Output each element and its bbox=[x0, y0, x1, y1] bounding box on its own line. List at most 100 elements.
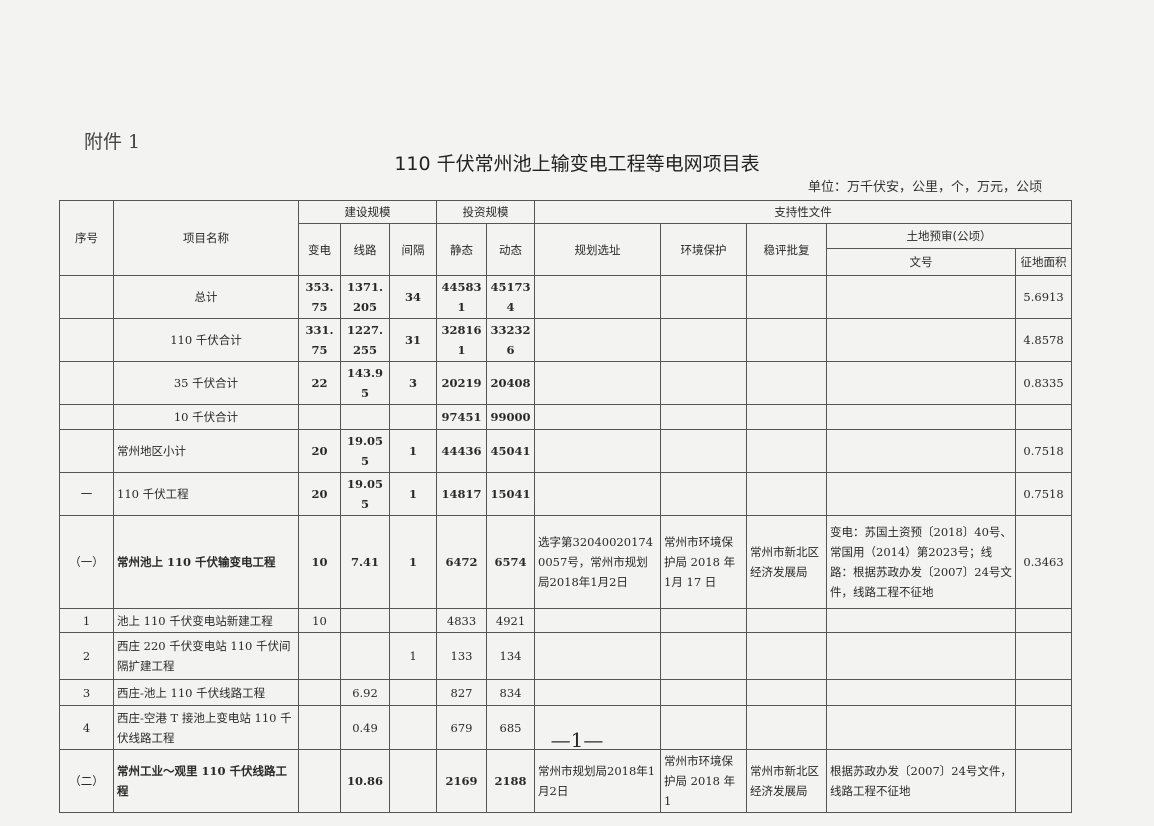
cell-static: 44436 bbox=[436, 429, 488, 473]
cell-line: 0.49 bbox=[340, 705, 390, 750]
cell-static: 445831 bbox=[436, 275, 488, 319]
header-support-docs: 支持性文件 bbox=[534, 200, 1073, 224]
cell-static: 2169 bbox=[436, 749, 488, 813]
cell-environment bbox=[660, 404, 748, 430]
cell-seq bbox=[59, 361, 114, 405]
cell-static: 827 bbox=[436, 679, 488, 706]
page-number: —1— bbox=[550, 728, 604, 752]
cell-line: 10.86 bbox=[340, 749, 390, 813]
cell-substation bbox=[298, 679, 341, 706]
cell-substation: 20 bbox=[298, 472, 341, 516]
cell-stability bbox=[746, 632, 828, 680]
cell-planning: 选字第320400201740057号，常州市规划局2018年1月2日 bbox=[534, 515, 662, 609]
cell-seq: 3 bbox=[59, 679, 114, 706]
cell-land-area: 0.7518 bbox=[1015, 429, 1073, 473]
cell-land-area bbox=[1015, 632, 1073, 680]
table-row: 2 西庄 220 千伏变电站 110 千伏间隔扩建工程 1 133 134 bbox=[59, 632, 1073, 680]
table-row: 3 西庄-池上 110 千伏线路工程 6.92 827 834 bbox=[59, 679, 1073, 706]
cell-environment bbox=[660, 429, 748, 473]
cell-planning bbox=[534, 472, 662, 516]
cell-line: 19.055 bbox=[340, 429, 390, 473]
cell-bay: 34 bbox=[388, 275, 438, 319]
cell-substation: 10 bbox=[298, 608, 341, 633]
cell-doc-no bbox=[826, 608, 1017, 633]
cell-dynamic: 134 bbox=[486, 632, 536, 680]
cell-seq: （二） bbox=[59, 749, 114, 813]
document-title: 110 千伏常州池上输变电工程等电网项目表 bbox=[394, 153, 760, 175]
cell-seq bbox=[59, 404, 114, 430]
cell-static: 14817 bbox=[436, 472, 488, 516]
cell-bay bbox=[388, 705, 438, 750]
header-line: 线路 bbox=[340, 223, 390, 276]
cell-stability bbox=[746, 429, 828, 473]
cell-bay: 1 bbox=[388, 515, 438, 609]
cell-substation: 22 bbox=[298, 361, 341, 405]
header-substation: 变电 bbox=[298, 223, 341, 276]
cell-name: 常州地区小计 bbox=[113, 429, 299, 473]
cell-name: 常州池上 110 千伏输变电工程 bbox=[113, 515, 299, 609]
cell-name: 池上 110 千伏变电站新建工程 bbox=[113, 608, 299, 633]
cell-planning bbox=[534, 404, 662, 430]
cell-planning bbox=[534, 679, 662, 706]
header-invest-scale: 投资规模 bbox=[436, 200, 536, 224]
cell-stability bbox=[746, 404, 828, 430]
attachment-label: 附件 1 bbox=[84, 131, 141, 153]
cell-name: 110 千伏工程 bbox=[113, 472, 299, 516]
cell-stability bbox=[746, 608, 828, 633]
cell-bay: 3 bbox=[388, 361, 438, 405]
header-environment: 环境保护 bbox=[660, 223, 748, 276]
cell-environment bbox=[660, 275, 748, 319]
cell-name: 西庄-空港 T 接池上变电站 110 千伏线路工程 bbox=[113, 705, 299, 750]
cell-seq bbox=[59, 429, 114, 473]
table-row: 1 池上 110 千伏变电站新建工程 10 4833 4921 bbox=[59, 608, 1073, 633]
cell-line: 143.95 bbox=[340, 361, 390, 405]
table-row: 总计 353.75 1371.205 34 445831 451734 5.6913 bbox=[59, 275, 1073, 319]
cell-environment bbox=[660, 679, 748, 706]
cell-planning bbox=[534, 429, 662, 473]
header-stability: 稳评批复 bbox=[746, 223, 828, 276]
cell-land-area bbox=[1015, 608, 1073, 633]
cell-seq bbox=[59, 318, 114, 362]
cell-line: 19.055 bbox=[340, 472, 390, 516]
header-bay: 间隔 bbox=[388, 223, 438, 276]
cell-name: 西庄-池上 110 千伏线路工程 bbox=[113, 679, 299, 706]
cell-land-area: 0.7518 bbox=[1015, 472, 1073, 516]
cell-seq bbox=[59, 275, 114, 319]
cell-line: 7.41 bbox=[340, 515, 390, 609]
cell-environment bbox=[660, 472, 748, 516]
cell-environment bbox=[660, 361, 748, 405]
cell-planning: 常州市规划局2018年1月2日 bbox=[534, 749, 662, 813]
cell-land-area: 0.8335 bbox=[1015, 361, 1073, 405]
cell-planning bbox=[534, 361, 662, 405]
cell-seq: （一） bbox=[59, 515, 114, 609]
cell-line bbox=[340, 632, 390, 680]
cell-doc-no bbox=[826, 404, 1017, 430]
cell-dynamic: 20408 bbox=[486, 361, 536, 405]
cell-substation: 10 bbox=[298, 515, 341, 609]
cell-name: 常州工业～观里 110 千伏线路工程 bbox=[113, 749, 299, 813]
table-row: （二） 常州工业～观里 110 千伏线路工程 10.86 2169 2188 常州市规划局… bbox=[59, 749, 1073, 813]
cell-stability bbox=[746, 679, 828, 706]
cell-dynamic: 685 bbox=[486, 705, 536, 750]
project-table: 序号 项目名称 建设规模 投资规模 支持性文件 变电 线路 间隔 静态 动态 规… bbox=[59, 200, 1073, 813]
cell-land-area: 4.8578 bbox=[1015, 318, 1073, 362]
cell-environment bbox=[660, 608, 748, 633]
table-row: 一 110 千伏工程 20 19.055 1 14817 15041 0.7518 bbox=[59, 472, 1073, 516]
cell-dynamic: 2188 bbox=[486, 749, 536, 813]
cell-environment bbox=[660, 632, 748, 680]
cell-stability: 常州市新北区经济发展局 bbox=[746, 749, 828, 813]
unit-note: 单位：万千伏安，公里，个，万元，公顷 bbox=[807, 180, 1042, 195]
cell-doc-no bbox=[826, 472, 1017, 516]
table-row: （一） 常州池上 110 千伏输变电工程 10 7.41 1 6472 6574 选字第320… bbox=[59, 515, 1073, 609]
header-dynamic: 动态 bbox=[486, 223, 536, 276]
header-planning: 规划选址 bbox=[534, 223, 662, 276]
cell-stability bbox=[746, 318, 828, 362]
table-row: 35 千伏合计 22 143.95 3 20219 20408 0.8335 bbox=[59, 361, 1073, 405]
cell-bay bbox=[388, 404, 438, 430]
cell-dynamic: 4921 bbox=[486, 608, 536, 633]
cell-static: 20219 bbox=[436, 361, 488, 405]
cell-name: 35 千伏合计 bbox=[113, 361, 299, 405]
cell-name: 110 千伏合计 bbox=[113, 318, 299, 362]
cell-dynamic: 45041 bbox=[486, 429, 536, 473]
cell-line bbox=[340, 404, 390, 430]
